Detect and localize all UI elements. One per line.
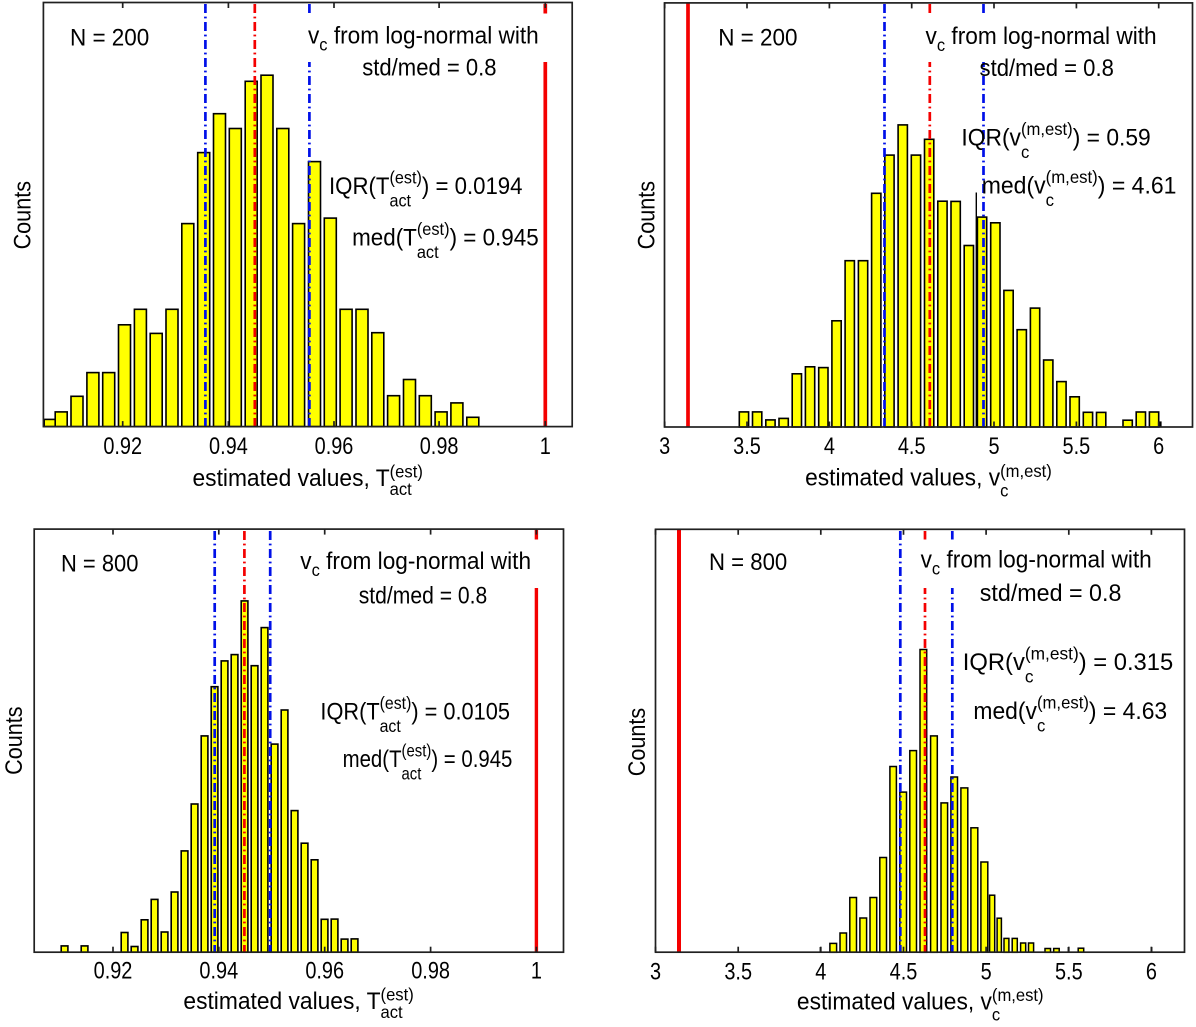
svg-text:1: 1 xyxy=(540,432,551,459)
svg-text:0.94: 0.94 xyxy=(209,432,248,459)
svg-text:0.96: 0.96 xyxy=(305,957,344,984)
svg-text:3: 3 xyxy=(650,958,661,985)
svg-text:0.98: 0.98 xyxy=(420,432,459,459)
svg-text:Counts: Counts xyxy=(8,181,35,249)
svg-text:3.5: 3.5 xyxy=(733,432,761,459)
svg-text:Counts: Counts xyxy=(623,708,650,776)
svg-text:0.92: 0.92 xyxy=(103,432,142,459)
svg-text:5: 5 xyxy=(988,432,999,459)
svg-text:0.98: 0.98 xyxy=(411,957,450,984)
svg-text:Counts: Counts xyxy=(0,706,27,774)
svg-text:0.94: 0.94 xyxy=(199,957,238,984)
svg-text:4: 4 xyxy=(824,432,835,459)
svg-text:5.5: 5.5 xyxy=(1055,958,1083,985)
svg-text:5.5: 5.5 xyxy=(1063,432,1091,459)
svg-text:4: 4 xyxy=(815,958,826,985)
svg-text:3.5: 3.5 xyxy=(724,958,752,985)
svg-text:std/med = 0.8: std/med = 0.8 xyxy=(980,581,1122,607)
svg-text:N = 800: N = 800 xyxy=(61,549,138,576)
svg-text:N = 800: N = 800 xyxy=(709,548,787,575)
svg-text:4.5: 4.5 xyxy=(898,432,926,459)
svg-text:std/med = 0.8: std/med = 0.8 xyxy=(362,54,496,81)
svg-text:0.92: 0.92 xyxy=(94,957,133,984)
svg-text:0.96: 0.96 xyxy=(315,432,354,459)
svg-text:5: 5 xyxy=(981,958,992,985)
svg-text:std/med = 0.8: std/med = 0.8 xyxy=(359,582,487,609)
svg-text:3: 3 xyxy=(659,432,670,459)
svg-text:6: 6 xyxy=(1153,432,1164,459)
svg-text:6: 6 xyxy=(1146,958,1157,985)
svg-text:1: 1 xyxy=(531,957,542,984)
svg-text:Counts: Counts xyxy=(632,181,659,249)
svg-text:4.5: 4.5 xyxy=(890,958,918,985)
svg-text:N = 200: N = 200 xyxy=(70,24,149,51)
svg-text:std/med = 0.8: std/med = 0.8 xyxy=(980,54,1114,81)
svg-text:N = 200: N = 200 xyxy=(718,24,797,51)
